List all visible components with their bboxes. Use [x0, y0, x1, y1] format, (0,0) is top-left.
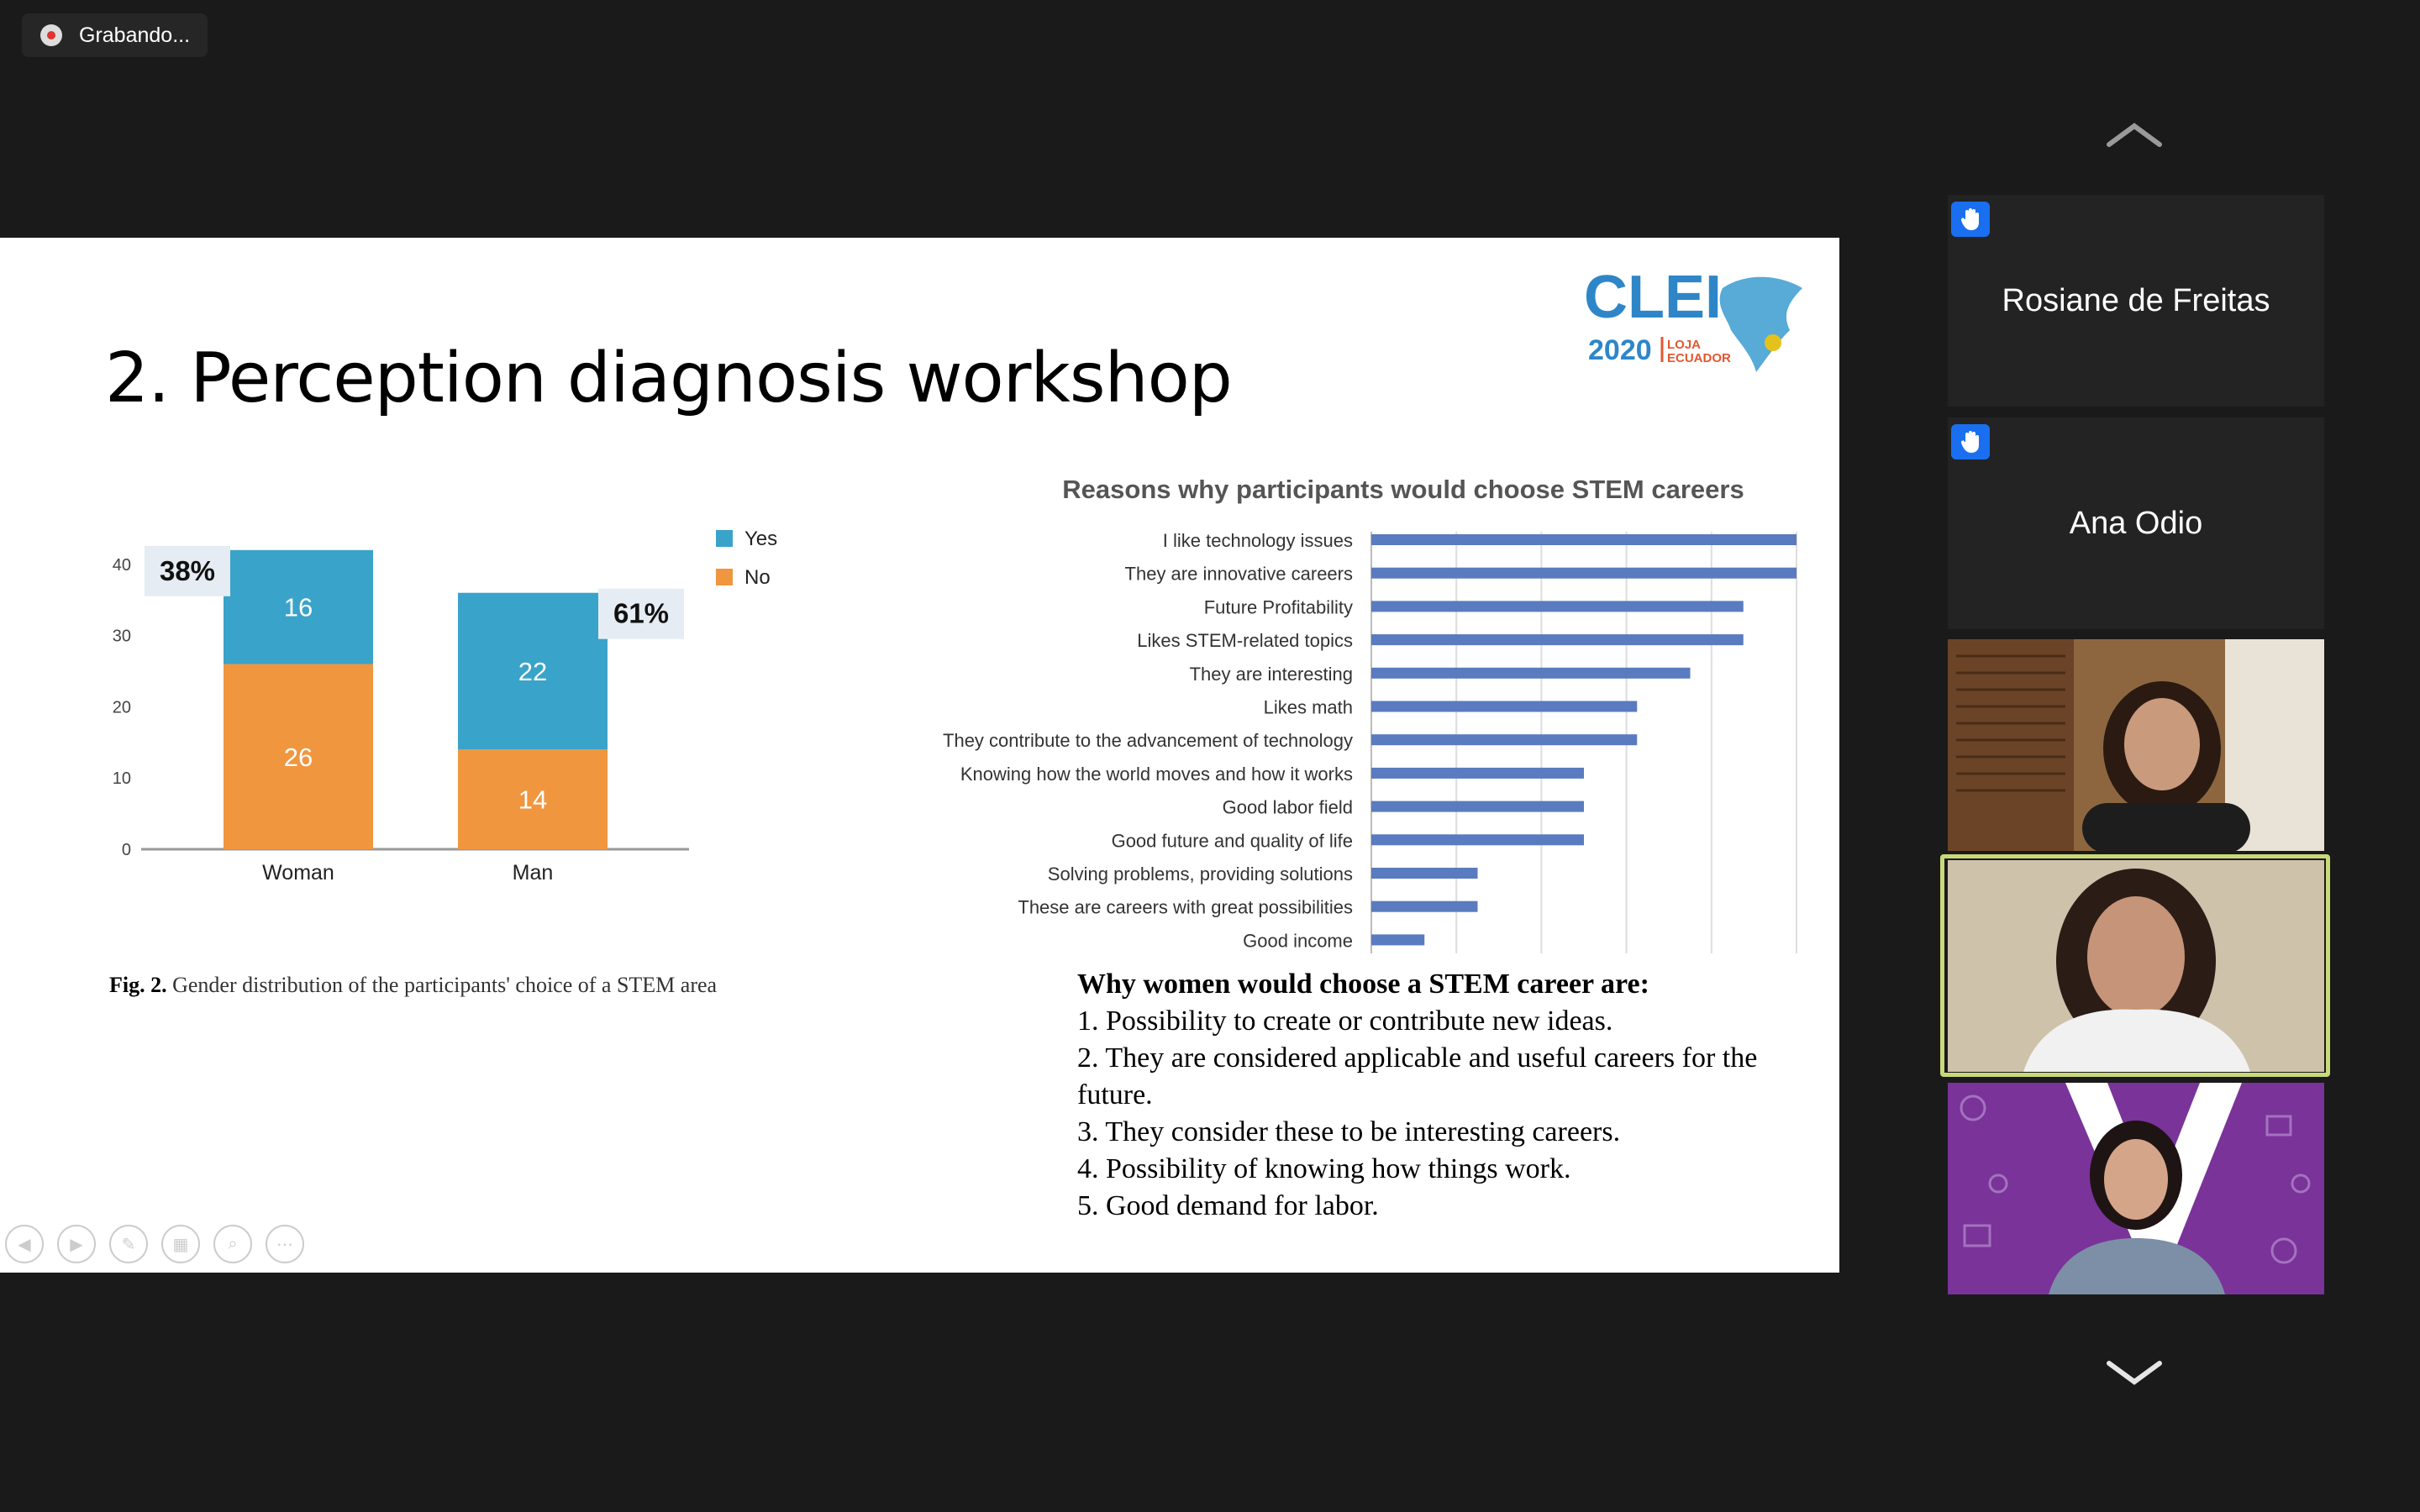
y-tick-label: 20 — [113, 698, 131, 717]
category-label: They are interesting — [1190, 664, 1353, 685]
data-label: 26 — [284, 743, 313, 772]
pen-icon[interactable]: ✎ — [109, 1225, 148, 1263]
shared-slide: 2. Perception diagnosis workshop CLEI 20… — [0, 238, 1839, 1273]
bar — [1371, 667, 1691, 679]
reasons-chart: I like technology issues They are innovat… — [943, 532, 1797, 953]
bar — [1371, 634, 1744, 646]
legend-label: Yes — [744, 528, 777, 550]
scroll-down-chevron-icon[interactable] — [2101, 1357, 2168, 1390]
category-label: These are careers with great possibiliti… — [1018, 897, 1353, 918]
bar — [1371, 734, 1638, 746]
category-label: Man — [513, 861, 554, 885]
legend-swatch — [716, 569, 733, 585]
percent-label: 38% — [160, 555, 215, 586]
y-tick-label: 40 — [113, 556, 131, 575]
participant-name: Ana Odio — [2069, 505, 2203, 541]
category-label: Knowing how the world moves and how it w… — [960, 764, 1353, 785]
reason-item: 5. Good demand for labor. — [1077, 1190, 1379, 1221]
bar — [1371, 567, 1797, 579]
zoom-icon[interactable]: ⌕ — [213, 1225, 252, 1263]
recording-indicator[interactable]: Grabando... — [22, 13, 208, 57]
raised-hand-icon — [1951, 202, 1990, 237]
participant-video-3[interactable] — [1948, 1083, 2324, 1294]
category-label: Good labor field — [1223, 797, 1353, 818]
gender-chart: 010203040502616Woman1422ManYesNo38%61% — [113, 528, 777, 885]
participant-video-1[interactable] — [1948, 639, 2324, 851]
reasons-chart-title: Reasons why participants would choose ST… — [1062, 475, 1744, 504]
video-feed — [1948, 860, 2324, 1072]
scroll-up-chevron-icon[interactable] — [2101, 118, 2168, 151]
category-label: They are innovative careers — [1125, 564, 1353, 585]
category-label: I like technology issues — [1163, 532, 1353, 551]
slide-title: 2. Perception diagnosis workshop — [105, 339, 1233, 418]
next-slide-icon[interactable]: ▶ — [57, 1225, 96, 1263]
recording-label: Grabando... — [79, 23, 191, 47]
logo-year: 2020 — [1588, 334, 1652, 366]
y-tick-label: 0 — [122, 841, 131, 859]
bar — [1371, 801, 1584, 812]
bar — [1371, 767, 1584, 779]
previous-slide-icon[interactable]: ◀ — [5, 1225, 44, 1263]
category-label: They contribute to the advancement of te… — [943, 730, 1353, 751]
bar — [1371, 934, 1425, 946]
participant-tile-rosiane[interactable]: Rosiane de Freitas — [1948, 195, 2324, 407]
bar — [1371, 868, 1478, 879]
reasons-heading: Why women would choose a STEM career are… — [1077, 969, 1649, 1000]
reasons-list: Why women would choose a STEM career are… — [1077, 966, 1833, 1225]
bar-segment — [224, 664, 373, 849]
y-tick-label: 10 — [113, 769, 131, 788]
percent-label: 61% — [613, 598, 669, 629]
active-speaker-highlight — [1940, 854, 2330, 1077]
bar — [1371, 601, 1744, 612]
slides-grid-icon[interactable]: ▦ — [161, 1225, 200, 1263]
data-label: 22 — [518, 657, 547, 686]
participant-name: Rosiane de Freitas — [2002, 282, 2270, 318]
percent-badge — [145, 545, 230, 596]
bar-segment — [458, 749, 608, 849]
category-label: Woman — [262, 861, 334, 885]
video-feed — [1948, 1083, 2324, 1294]
more-options-icon[interactable]: ⋯ — [266, 1225, 304, 1263]
reason-item: 4. Possibility of knowing how things wor… — [1077, 1153, 1571, 1184]
bar-segment — [224, 549, 373, 664]
figure-caption: Fig. 2. Gender distribution of the parti… — [109, 973, 717, 998]
reason-item: 1. Possibility to create or contribute n… — [1077, 1005, 1613, 1037]
legend-label: No — [744, 566, 771, 589]
category-label: Good future and quality of life — [1112, 830, 1353, 851]
bar — [1371, 900, 1478, 912]
slideshow-toolbar: ◀ ▶ ✎ ▦ ⌕ ⋯ — [5, 1225, 304, 1263]
category-label: Good income — [1243, 930, 1353, 951]
reason-item: 2. They are considered applicable and us… — [1077, 1042, 1758, 1110]
logo-place-1: LOJA — [1667, 338, 1701, 352]
figure-caption-label: Fig. 2. — [109, 973, 167, 997]
figure-caption-text: Gender distribution of the participants'… — [166, 973, 718, 997]
clei-logo: CLEI 2020 LOJA ECUADOR — [1584, 264, 1802, 372]
video-feed — [1948, 639, 2324, 851]
bar — [1371, 534, 1797, 545]
data-label: 16 — [284, 593, 313, 622]
bar-segment — [458, 592, 608, 750]
category-label: Future Profitability — [1204, 596, 1353, 617]
participant-video-2[interactable] — [1948, 860, 2324, 1072]
bar — [1371, 834, 1584, 846]
record-icon — [40, 24, 62, 46]
raised-hand-icon — [1951, 424, 1990, 459]
reason-item: 3. They consider these to be interesting… — [1077, 1116, 1621, 1147]
category-label: Likes math — [1264, 697, 1353, 718]
bar — [1371, 701, 1638, 712]
logo-text: CLEI — [1584, 264, 1722, 331]
data-label: 14 — [518, 785, 547, 815]
y-tick-label: 30 — [113, 627, 131, 646]
percent-badge — [598, 588, 684, 639]
legend-swatch — [716, 530, 733, 547]
logo-globe — [1719, 276, 1802, 372]
participant-tile-ana[interactable]: Ana Odio — [1948, 417, 2324, 629]
logo-place-2: ECUADOR — [1667, 351, 1731, 365]
category-label: Likes STEM-related topics — [1137, 630, 1353, 651]
category-label: Solving problems, providing solutions — [1048, 864, 1353, 885]
